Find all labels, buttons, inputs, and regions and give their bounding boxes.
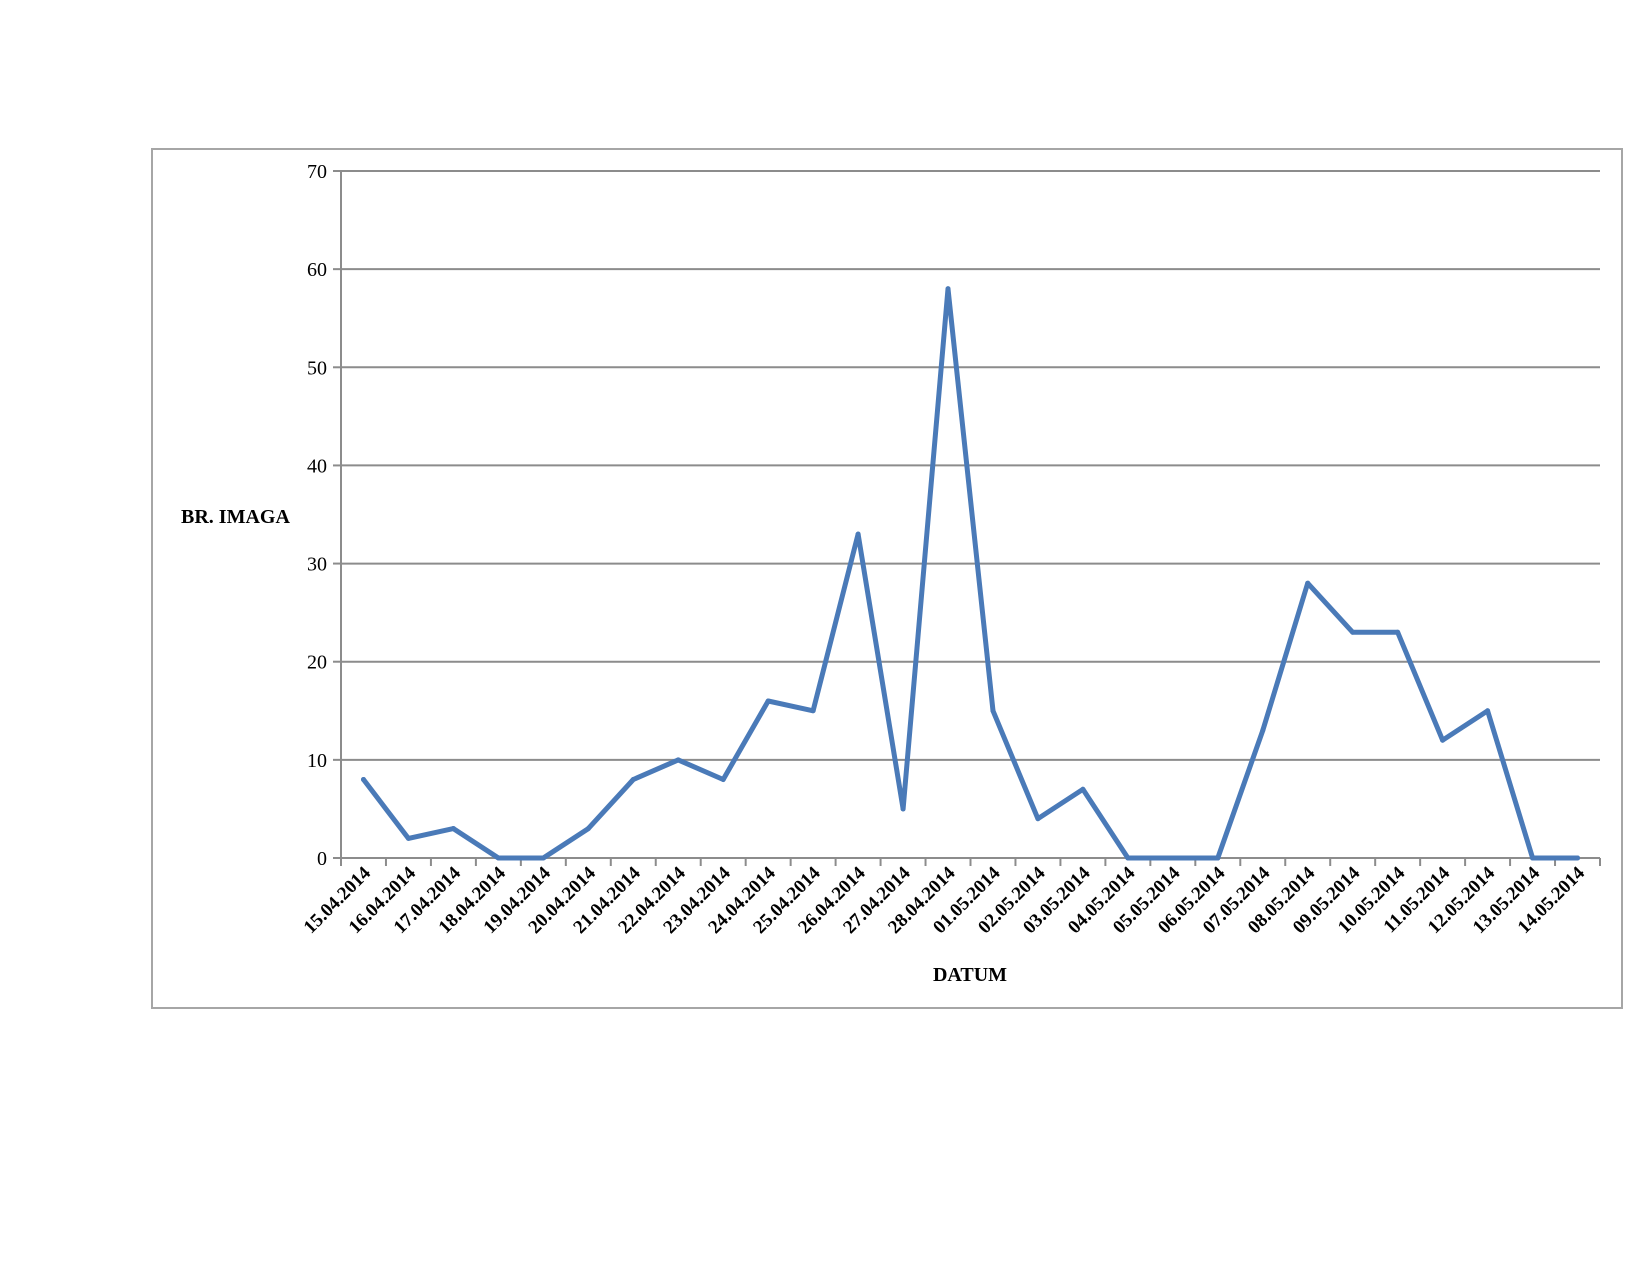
data-point [585, 826, 591, 832]
series [360, 286, 1581, 861]
data-point [810, 708, 816, 714]
y-axis-title: BR. IMAGA [181, 506, 290, 528]
data-point [900, 806, 906, 812]
series-line [361, 286, 1580, 861]
data-point [1350, 629, 1356, 635]
data-point [1575, 855, 1581, 861]
data-point [1125, 855, 1131, 861]
axes [333, 170, 1601, 866]
data-point [990, 708, 996, 714]
data-point [495, 855, 501, 861]
x-axis-title: DATUM [933, 964, 1007, 986]
data-point [1485, 708, 1491, 714]
y-tick-label: 0 [317, 848, 327, 870]
data-point [450, 826, 456, 832]
data-point [405, 835, 411, 841]
y-tick-label: 30 [307, 554, 327, 576]
y-tick-label: 40 [307, 455, 327, 477]
data-point [720, 776, 726, 782]
data-point [1440, 737, 1446, 743]
data-point [1260, 727, 1266, 733]
y-tick-label: 50 [307, 357, 327, 379]
data-point [1215, 855, 1221, 861]
data-point [765, 698, 771, 704]
y-tick-label: 20 [307, 652, 327, 674]
data-point [1080, 786, 1086, 792]
data-point [1305, 580, 1311, 586]
data-point [855, 531, 861, 537]
y-tick-label: 60 [307, 259, 327, 281]
chart-frame [151, 148, 1623, 1009]
data-point [540, 855, 546, 861]
data-point [1170, 855, 1176, 861]
data-point [1530, 855, 1536, 861]
data-point [675, 757, 681, 763]
y-tick-label: 10 [307, 750, 327, 772]
gridlines [341, 170, 1600, 761]
data-point [945, 286, 951, 292]
y-tick-label: 70 [307, 161, 327, 183]
data-point [360, 776, 366, 782]
data-point [1035, 816, 1041, 822]
y-tick-labels: 0 10 20 30 40 50 60 70 [307, 161, 327, 870]
x-tick-labels: 15.04.201416.04.201417.04.201418.04.2014… [300, 862, 1590, 938]
data-point [1395, 629, 1401, 635]
data-point [630, 776, 636, 782]
